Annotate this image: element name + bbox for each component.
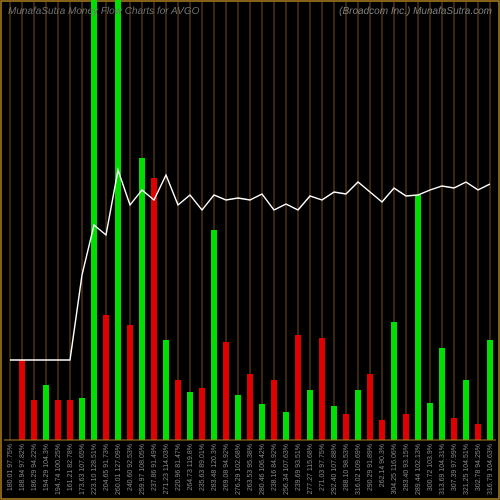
- x-axis-label: 161.21 82.78%: [67, 444, 74, 491]
- x-axis-label: 194.74 100.25%: [55, 444, 62, 495]
- x-axis-label: 289.44 102.13%: [415, 444, 422, 495]
- x-axis-label: 277.27 115.68%: [307, 444, 314, 494]
- x-axis-label: 260.01 127.09%: [115, 444, 122, 495]
- x-axis-label: 304.25 116.06%: [391, 444, 398, 494]
- x-axis-label: 271.03 97.75%: [319, 444, 326, 491]
- x-axis-label: 307.39 97.99%: [451, 444, 458, 491]
- x-axis-label: 269.08 94.92%: [223, 444, 230, 491]
- header-right-text: (Broadcom Inc.) MunafaSutra.com: [339, 6, 492, 17]
- x-axis-label: 263.53 95.38%: [247, 444, 254, 491]
- x-axis-label: 321.25 104.51%: [463, 444, 470, 495]
- x-axis-label: 264.73 119.8%: [187, 444, 194, 491]
- chart-container: MunafaSutra Money Flow Charts for AVGO (…: [0, 0, 500, 500]
- x-axis-label: 300.72 103.9%: [427, 444, 434, 491]
- x-axis-label: 238.16 84.92%: [271, 444, 278, 491]
- x-axis-label: 316.02 109.69%: [355, 444, 362, 495]
- x-axis-label: 276.29 102.68%: [235, 444, 242, 495]
- x-axis-label: 240.60 92.53%: [127, 444, 134, 491]
- x-axis-label: 316.79 104.63%: [487, 444, 494, 495]
- chart-header: MunafaSutra Money Flow Charts for AVGO (…: [0, 6, 500, 17]
- x-axis-label: 186.29 94.22%: [31, 444, 38, 491]
- x-axis-label: 223.10 128.51%: [91, 444, 98, 495]
- x-axis-label: 204.65 91.73%: [103, 444, 110, 491]
- x-axis-label: 256.34 107.63%: [283, 444, 290, 495]
- x-axis-label: 288.10 98.53%: [343, 444, 350, 491]
- x-axis-label: 180.01 97.75%: [7, 444, 14, 491]
- x-axis-label: 283.48 120.3%: [211, 444, 218, 491]
- x-axis-label: 194.29 104.3%: [43, 444, 50, 491]
- x-axis-label: 292.40 107.88%: [331, 444, 338, 495]
- x-axis-label: 235.63 89.01%: [199, 444, 206, 491]
- header-left-text: MunafaSutra Money Flow Charts for AVGO: [8, 6, 199, 17]
- chart-svg: 180.01 97.75% 188.94 97.82% 186.29 94.22% 1…: [0, 0, 500, 500]
- x-axis-label: 271.23 114.03%: [163, 444, 170, 494]
- x-axis-label: 290.29 91.89%: [367, 444, 374, 491]
- x-axis-label: 188.94 97.82%: [19, 444, 26, 491]
- x-axis-label: 239.69 93.51%: [295, 444, 302, 491]
- x-axis-label: 283.40 93.15%: [403, 444, 410, 491]
- x-axis-label: 302.78 94.25%: [475, 444, 482, 491]
- x-axis-label: 259.97 108.05%: [139, 444, 146, 495]
- x-axis-label: 280.46 106.42%: [259, 444, 266, 495]
- x-axis-label: 220.96 81.47%: [175, 444, 182, 491]
- chart-area: 180.01 97.75% 188.94 97.82% 186.29 94.22% 1…: [0, 0, 500, 500]
- x-axis-label: 313.69 104.31%: [439, 444, 446, 495]
- x-axis-label: 237.86 91.49%: [151, 444, 158, 491]
- x-axis-label: 173.63 107.65%: [79, 444, 86, 495]
- x-axis-label: 262.14 90.3%: [379, 444, 386, 487]
